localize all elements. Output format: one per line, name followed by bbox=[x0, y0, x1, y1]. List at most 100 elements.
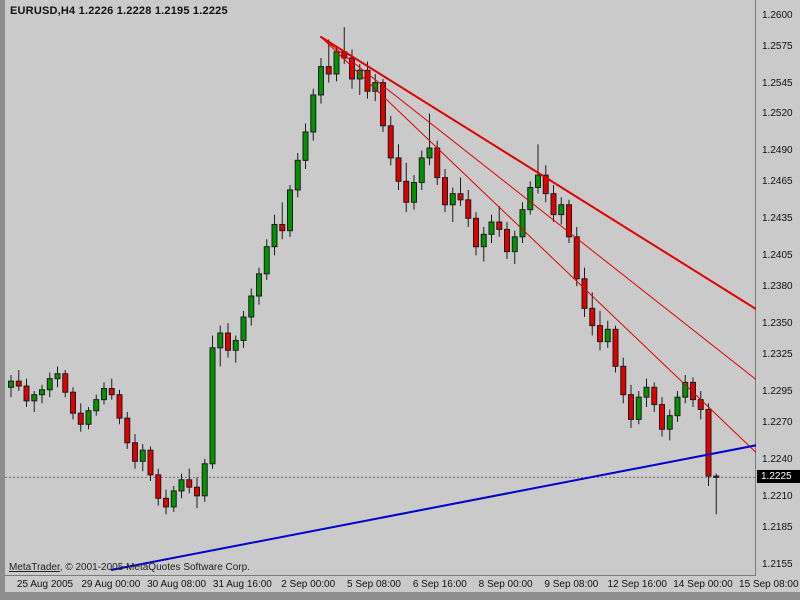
candle-up bbox=[333, 51, 340, 75]
candle-down bbox=[186, 479, 193, 488]
candle-up bbox=[527, 186, 534, 211]
time-scale-label: 2 Sep 00:00 bbox=[281, 579, 336, 590]
candle-up bbox=[682, 381, 689, 398]
candle-up bbox=[54, 373, 61, 380]
candle-up bbox=[248, 295, 255, 318]
candle-up bbox=[418, 157, 425, 184]
candle-down bbox=[542, 174, 549, 195]
candle-down bbox=[395, 157, 402, 182]
time-scale-label: 30 Aug 08:00 bbox=[147, 579, 207, 590]
candle-up bbox=[263, 246, 270, 275]
candle-up bbox=[178, 479, 185, 492]
trendline-descending-minor-1[interactable] bbox=[320, 36, 756, 385]
candle-up bbox=[139, 449, 146, 462]
candle-up bbox=[93, 399, 100, 412]
price-scale-label: 1.2545 bbox=[762, 77, 793, 89]
candle-down bbox=[434, 147, 441, 179]
candle-up bbox=[643, 386, 650, 398]
candle-down bbox=[659, 404, 665, 430]
candle-up bbox=[674, 396, 681, 417]
candle-up bbox=[604, 328, 611, 343]
metatrader-chart-window: EURUSD,H4 1.2226 1.2228 1.2195 1.2225 Me… bbox=[5, 0, 800, 592]
candle-down bbox=[403, 180, 410, 203]
copyright-text: MetaTrader, © 2001-2005 MetaQuotes Softw… bbox=[9, 562, 250, 573]
candle-down bbox=[194, 486, 200, 497]
time-scale[interactable]: 25 Aug 2005 29 Aug 00:00 30 Aug 08:00 31 Au… bbox=[5, 577, 800, 592]
candle-down bbox=[713, 475, 720, 478]
price-scale-label: 1.2155 bbox=[762, 558, 793, 570]
candle-up bbox=[488, 221, 495, 235]
candle-down bbox=[387, 125, 394, 159]
candle-up bbox=[31, 394, 38, 402]
candle-down bbox=[620, 365, 627, 396]
price-scale-label: 1.2575 bbox=[762, 40, 793, 52]
price-scale[interactable]: 1.2225 1.2600 1.2575 1.2545 1.2520 1.2490 1.2… bbox=[757, 0, 800, 576]
candle-down bbox=[62, 373, 69, 393]
candle-down bbox=[70, 391, 76, 414]
candle-down bbox=[628, 394, 634, 420]
trendline-descending-minor-2[interactable] bbox=[320, 36, 756, 459]
candle-down bbox=[442, 177, 448, 206]
candle-down bbox=[504, 228, 510, 253]
candle-up bbox=[666, 415, 673, 430]
candle-up bbox=[232, 339, 239, 351]
candle-down bbox=[573, 236, 580, 280]
price-scale-label: 1.2465 bbox=[762, 176, 793, 188]
time-scale-label: 31 Aug 16:00 bbox=[212, 579, 272, 590]
price-scale-label: 1.2405 bbox=[762, 250, 793, 262]
candle-up bbox=[480, 233, 487, 248]
candle-up bbox=[170, 490, 177, 508]
candle-up bbox=[46, 378, 53, 391]
candle-up bbox=[217, 332, 224, 349]
candle-up bbox=[256, 273, 262, 297]
candle-up bbox=[39, 389, 45, 396]
candle-up bbox=[426, 147, 433, 159]
candle-down bbox=[473, 217, 479, 248]
chart-plot-area[interactable]: EURUSD,H4 1.2226 1.2228 1.2195 1.2225 Me… bbox=[5, 0, 756, 576]
candle-down bbox=[279, 223, 286, 232]
candle-up bbox=[8, 380, 14, 388]
candles-svg[interactable] bbox=[5, 0, 756, 576]
price-scale-label: 1.2325 bbox=[762, 348, 793, 360]
candle-down bbox=[155, 474, 162, 499]
candle-down bbox=[124, 417, 131, 444]
candle-down bbox=[496, 221, 503, 230]
candle-down bbox=[597, 325, 603, 343]
candle-down bbox=[465, 199, 472, 219]
price-scale-label: 1.2185 bbox=[762, 521, 793, 533]
time-scale-label: 29 Aug 00:00 bbox=[81, 579, 141, 590]
candle-down bbox=[457, 193, 464, 201]
candle-down bbox=[690, 381, 696, 401]
candle-down bbox=[225, 332, 231, 351]
metatrader-brand-label: MetaTrader bbox=[9, 562, 60, 573]
chart-symbol-title: EURUSD,H4 1.2226 1.2228 1.2195 1.2225 bbox=[10, 5, 228, 17]
time-scale-label: 12 Sep 16:00 bbox=[607, 579, 667, 590]
time-scale-label: 14 Sep 00:00 bbox=[673, 579, 733, 590]
time-scale-label: 5 Sep 08:00 bbox=[347, 579, 401, 590]
candle-up bbox=[558, 204, 565, 216]
trendline-descending-major[interactable] bbox=[320, 36, 756, 313]
price-scale-label: 1.2435 bbox=[762, 213, 793, 225]
candle-up bbox=[449, 193, 456, 206]
candle-up bbox=[535, 174, 541, 188]
price-scale-label: 1.2270 bbox=[762, 416, 793, 428]
candle-down bbox=[651, 386, 658, 406]
candle-up bbox=[209, 347, 216, 465]
candle-up bbox=[101, 388, 107, 401]
price-scale-label: 1.2520 bbox=[762, 108, 793, 120]
candle-down bbox=[325, 66, 332, 75]
candle-down bbox=[566, 204, 572, 238]
time-scale-label: 15 Sep 08:00 bbox=[739, 579, 799, 590]
candle-up bbox=[294, 159, 301, 191]
candle-down bbox=[163, 497, 169, 508]
price-scale-label: 1.2490 bbox=[762, 145, 793, 157]
candle-down bbox=[550, 193, 557, 216]
candle-down bbox=[705, 408, 712, 477]
trendline-ascending-support[interactable] bbox=[110, 444, 756, 571]
time-scale-label: 6 Sep 16:00 bbox=[412, 579, 467, 590]
copyright-rest-label: , © 2001-2005 MetaQuotes Software Corp. bbox=[59, 562, 251, 573]
candle-up bbox=[85, 410, 92, 425]
price-scale-label: 1.2240 bbox=[762, 453, 793, 465]
candle-down bbox=[132, 442, 138, 462]
candle-down bbox=[380, 82, 386, 127]
